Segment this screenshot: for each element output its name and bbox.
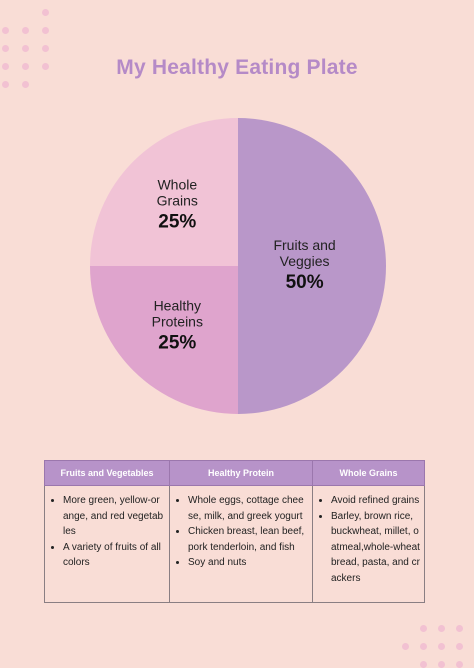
list-item: Avoid refined grains xyxy=(331,493,420,509)
decorative-dot xyxy=(420,625,427,632)
table-header-fruits-vegetables: Fruits and Vegetables xyxy=(44,460,170,486)
decorative-dot xyxy=(420,661,427,668)
list-item: Barley, brown rice, buckwheat, millet, o… xyxy=(331,509,420,587)
pie-slice-label: Fruits and xyxy=(273,237,335,253)
table-cell-healthy-protein: Whole eggs, cottage cheese, milk, and gr… xyxy=(169,485,313,603)
decorative-dot xyxy=(438,625,445,632)
pie-slice-value-label: 25% xyxy=(158,333,196,354)
decorative-dot xyxy=(438,643,445,650)
decorative-dot xyxy=(22,45,29,52)
decorative-dot xyxy=(22,81,29,88)
decorative-dot xyxy=(420,643,427,650)
decorative-dot xyxy=(2,45,9,52)
decorative-dot xyxy=(42,45,49,52)
pie-slice-label: Healthy xyxy=(154,298,201,314)
food-groups-table: Fruits and Vegetables Healthy Protein Wh… xyxy=(44,460,425,603)
list-item: Soy and nuts xyxy=(188,555,308,571)
decorative-dot xyxy=(402,643,409,650)
decorative-dot xyxy=(2,63,9,70)
page-title: My Healthy Eating Plate xyxy=(116,56,358,79)
decorative-dot xyxy=(2,81,9,88)
pie-slice-label: Veggies xyxy=(280,253,330,269)
bullet-list: Avoid refined grains Barley, brown rice,… xyxy=(317,493,420,586)
decorative-dot xyxy=(42,63,49,70)
table-cell-whole-grains: Avoid refined grains Barley, brown rice,… xyxy=(312,485,425,603)
list-item: A variety of fruits of all colors xyxy=(63,540,165,571)
bullet-list: Whole eggs, cottage cheese, milk, and gr… xyxy=(174,493,308,571)
pie-slice-healthy-proteins xyxy=(90,266,238,414)
pie-slice-value-label: 50% xyxy=(286,272,324,293)
decorative-dot xyxy=(438,661,445,668)
decorative-dot xyxy=(456,625,463,632)
decorative-dot xyxy=(2,27,9,34)
decorative-dot xyxy=(456,643,463,650)
pie-slice-value-label: 25% xyxy=(158,211,196,232)
decorative-dot xyxy=(42,27,49,34)
list-item: More green, yellow-orange, and red veget… xyxy=(63,493,165,540)
table-header-healthy-protein: Healthy Protein xyxy=(169,460,313,486)
pie-slice-whole-grains xyxy=(90,118,238,266)
decorative-dot xyxy=(22,63,29,70)
decorative-dot xyxy=(456,661,463,668)
list-item: Whole eggs, cottage cheese, milk, and gr… xyxy=(188,493,308,524)
pie-slice-label: Whole xyxy=(157,176,197,192)
table-header-whole-grains: Whole Grains xyxy=(312,460,425,486)
table-header-row: Fruits and Vegetables Healthy Protein Wh… xyxy=(44,460,425,486)
table-cell-fruits-vegetables: More green, yellow-orange, and red veget… xyxy=(44,485,170,603)
bullet-list: More green, yellow-orange, and red veget… xyxy=(49,493,165,571)
list-item: Chicken breast, lean beef, pork tenderlo… xyxy=(188,524,308,555)
pie-slice-fruits-and-veggies xyxy=(238,118,386,414)
table-row: More green, yellow-orange, and red veget… xyxy=(44,485,425,603)
decorative-dot xyxy=(42,9,49,16)
pie-slice-label: Grains xyxy=(157,192,198,208)
pie-slice-label: Proteins xyxy=(152,314,203,330)
decorative-dot xyxy=(22,27,29,34)
